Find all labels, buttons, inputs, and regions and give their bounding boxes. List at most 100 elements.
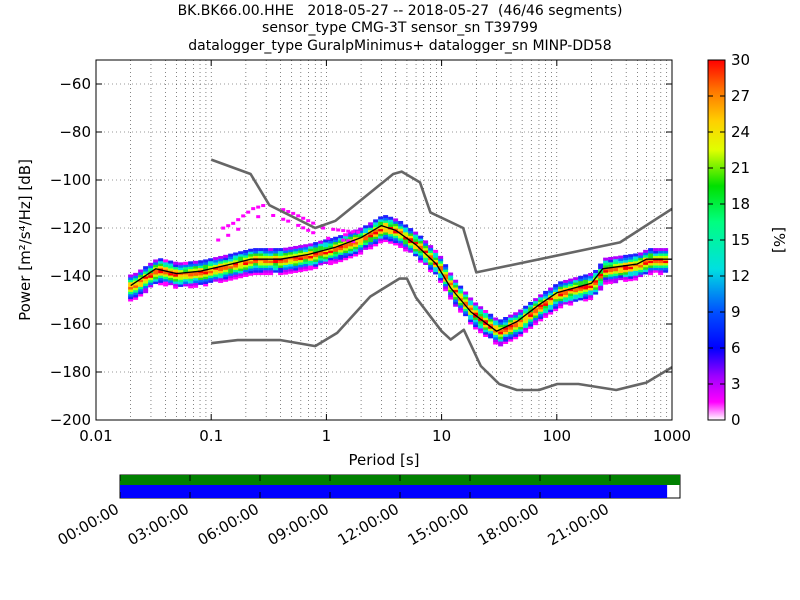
density-cell: [143, 282, 149, 286]
density-cell: [603, 260, 609, 264]
density-cell: [353, 239, 359, 243]
density-cell: [246, 210, 251, 214]
density-cell: [183, 278, 189, 282]
density-cell: [198, 262, 204, 266]
density-cell: [548, 287, 554, 291]
density-cell: [173, 264, 179, 268]
density-cell: [358, 249, 364, 253]
density-cell: [383, 231, 389, 235]
density-cell: [443, 273, 449, 277]
density-cell: [653, 255, 659, 259]
density-cell: [128, 274, 134, 278]
density-cell: [448, 274, 454, 278]
density-cell: [558, 281, 564, 285]
density-cell: [333, 255, 339, 259]
density-cell: [153, 264, 159, 268]
density-cell: [153, 271, 159, 275]
timeline-tick-label: 00:00:00: [55, 500, 122, 549]
density-cell: [243, 264, 249, 268]
density-cell: [443, 266, 449, 270]
density-cell: [298, 264, 304, 268]
density-cell: [393, 242, 399, 246]
density-cell: [413, 248, 419, 252]
density-cell: [563, 299, 569, 303]
density-cell: [648, 260, 654, 264]
density-cell: [578, 295, 584, 299]
density-cell: [303, 251, 309, 255]
density-cell: [548, 292, 554, 296]
density-cell: [508, 326, 514, 330]
density-cell: [543, 300, 549, 304]
density-cell: [303, 246, 309, 250]
density-cell: [233, 276, 239, 280]
density-cell: [643, 252, 649, 256]
density-cell: [313, 244, 319, 248]
density-cell: [281, 208, 286, 212]
density-cell: [183, 283, 189, 287]
density-cell: [438, 279, 444, 283]
density-cell: [238, 258, 244, 262]
density-cell: [208, 277, 214, 281]
density-cell: [578, 297, 584, 301]
density-cell: [313, 256, 319, 260]
density-cell: [326, 236, 331, 240]
density-cell: [341, 229, 346, 233]
density-cell: [573, 289, 579, 293]
density-cell: [358, 237, 364, 241]
density-cell: [223, 271, 229, 275]
density-cell: [303, 265, 309, 269]
density-cell: [323, 241, 329, 245]
density-cell: [383, 229, 389, 233]
density-cell: [573, 281, 579, 285]
density-cell: [373, 224, 379, 228]
density-cell: [328, 257, 334, 261]
density-cell: [463, 313, 469, 317]
density-cell: [158, 282, 164, 286]
density-cell: [483, 317, 489, 321]
density-cell: [628, 256, 634, 260]
density-cell: [548, 309, 554, 313]
density-cell: [183, 273, 189, 277]
density-cell: [253, 260, 259, 264]
density-cell: [383, 219, 389, 223]
density-cell: [183, 266, 189, 270]
density-cell: [313, 266, 319, 270]
density-cell: [603, 274, 609, 278]
density-cell: [503, 319, 509, 323]
density-cell: [613, 277, 619, 281]
density-cell: [348, 240, 354, 244]
density-cell: [358, 242, 364, 246]
density-cell: [453, 298, 459, 302]
density-cell: [233, 274, 239, 278]
density-cell: [433, 259, 439, 263]
density-cell: [568, 292, 574, 296]
density-cell: [128, 288, 134, 292]
density-cell: [583, 286, 589, 290]
density-cell: [198, 274, 204, 278]
density-cell: [263, 255, 269, 259]
density-cell: [548, 304, 554, 308]
density-cell: [298, 259, 304, 263]
density-cell: [453, 296, 459, 300]
density-cell: [648, 250, 654, 254]
density-cell: [138, 281, 144, 285]
psd-density-cells: [128, 204, 669, 347]
density-cell: [383, 227, 389, 231]
density-cell: [598, 263, 604, 267]
density-cell: [238, 256, 244, 260]
timeline-tick-label: 03:00:00: [125, 500, 192, 549]
density-cell: [433, 249, 439, 253]
density-cell: [203, 261, 209, 265]
y-tick-label: −200: [50, 411, 91, 429]
density-cell: [523, 324, 529, 328]
density-cell: [633, 277, 639, 281]
density-cell: [493, 339, 499, 343]
density-cell: [178, 283, 184, 287]
density-cell: [303, 256, 309, 260]
density-cell: [478, 323, 484, 327]
density-cell: [133, 277, 139, 281]
density-cell: [553, 305, 559, 309]
density-cell: [358, 251, 364, 255]
density-cell: [261, 204, 266, 208]
density-cell: [258, 252, 264, 256]
